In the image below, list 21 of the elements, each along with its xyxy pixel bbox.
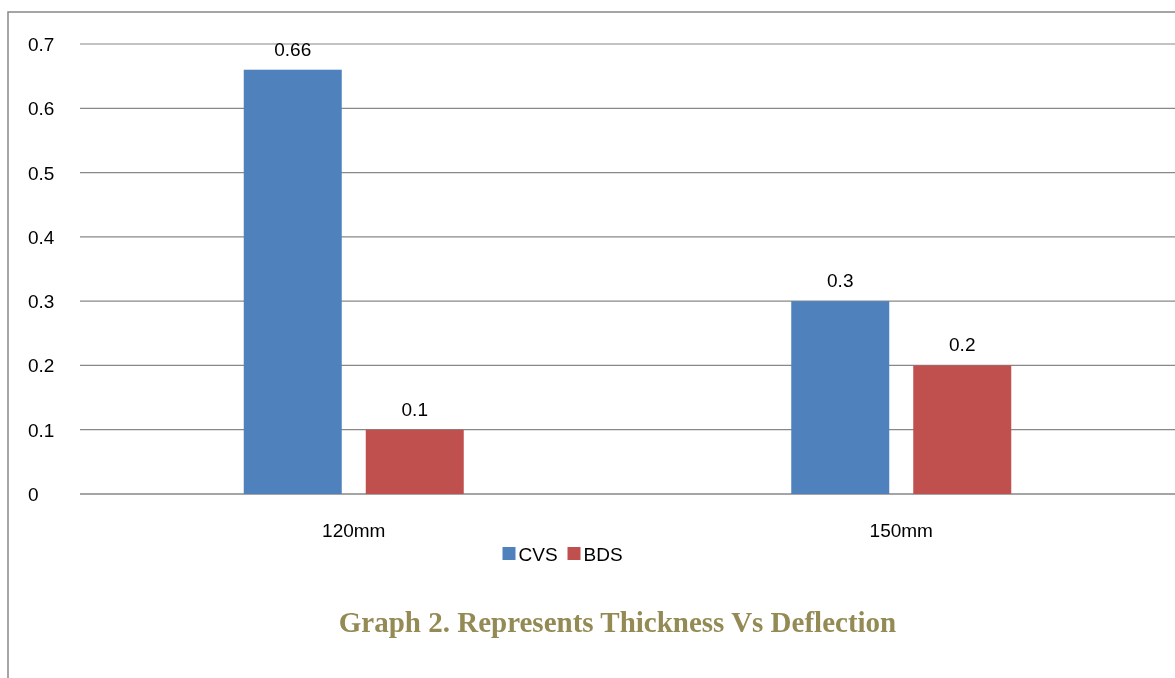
- bar: [913, 365, 1012, 494]
- data-label: 0.3: [827, 270, 854, 292]
- y-tick-label: 0.5: [28, 162, 55, 184]
- data-label: 0.1: [401, 398, 428, 420]
- bar: [791, 301, 890, 494]
- x-tick-label: 120mm: [322, 520, 386, 541]
- bar: [243, 69, 342, 494]
- y-tick-label: 0.1: [28, 419, 55, 441]
- y-tick-label: 0.6: [28, 98, 55, 120]
- legend-label: CVS: [518, 544, 558, 565]
- legend-label: BDS: [583, 544, 623, 565]
- y-tick-label: 0: [28, 484, 39, 505]
- x-tick-label: 150mm: [869, 520, 933, 541]
- data-label: 0.2: [949, 334, 976, 356]
- caption: Graph 2. Represents Thickness Vs Deflection: [338, 606, 897, 638]
- y-tick-label: 0.2: [28, 355, 55, 377]
- y-tick-label: 0.4: [28, 226, 55, 248]
- bar: [365, 429, 464, 494]
- data-label: 0.66: [274, 38, 312, 60]
- y-tick-label: 0.3: [28, 291, 55, 313]
- y-tick-label: 0.7: [28, 34, 55, 55]
